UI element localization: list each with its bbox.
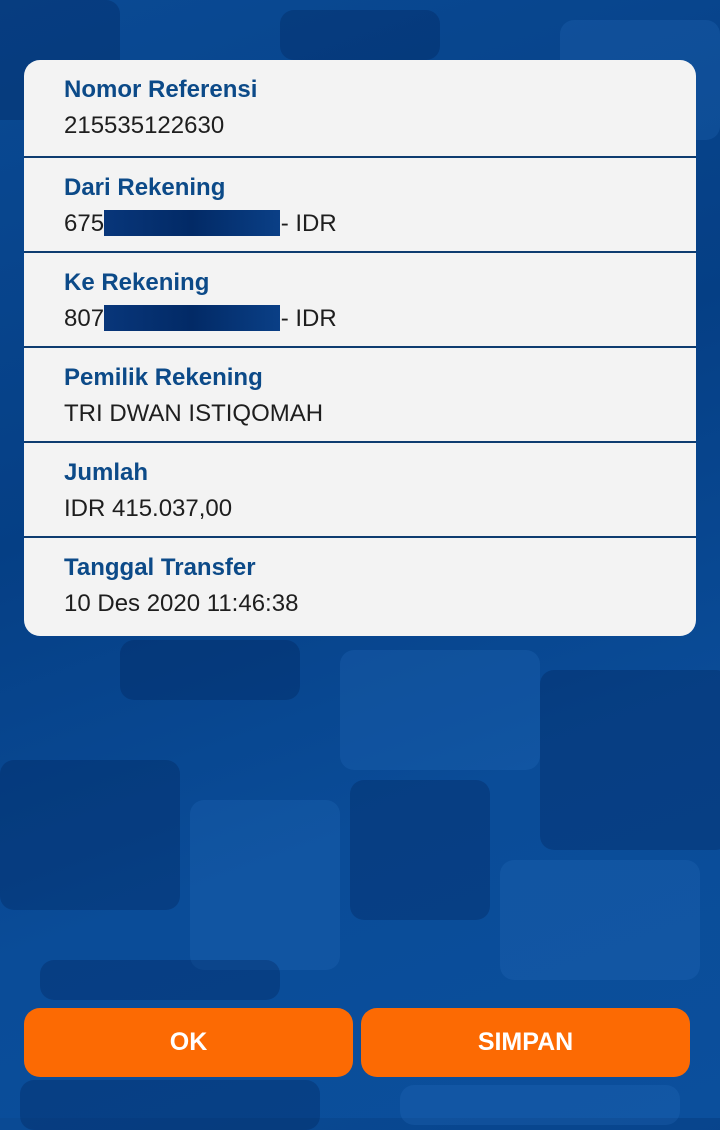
source-account-row: Dari Rekening 675 - IDR [24, 158, 696, 253]
field-label: Dari Rekening [64, 174, 226, 201]
field-label: Jumlah [64, 459, 149, 486]
ok-button[interactable]: OK [24, 1008, 353, 1077]
account-currency: - IDR [274, 305, 337, 332]
field-value: 215535122630 [64, 112, 225, 139]
field-label: Nomor Referensi [64, 76, 258, 103]
field-value: 807 - IDR [64, 305, 337, 333]
destination-account-row: Ke Rekening 807 - IDR [24, 253, 696, 348]
amount-row: Jumlah IDR 415.037,00 [24, 443, 696, 538]
account-owner-row: Pemilik Rekening TRI DWAN ISTIQOMAH [24, 348, 696, 443]
field-label: Tanggal Transfer [64, 554, 256, 581]
field-label: Ke Rekening [64, 269, 210, 296]
transfer-date-row: Tanggal Transfer 10 Des 2020 11:46:38 [24, 538, 696, 636]
field-value: TRI DWAN ISTIQOMAH [64, 400, 324, 427]
redaction-mask [104, 305, 281, 331]
field-value: 10 Des 2020 11:46:38 [64, 590, 299, 617]
save-button[interactable]: SIMPAN [361, 1008, 690, 1077]
account-prefix: 675 [64, 210, 105, 237]
transfer-receipt-card: Nomor Referensi 215535122630 Dari Rekeni… [24, 60, 696, 636]
reference-number-row: Nomor Referensi 215535122630 [24, 60, 696, 158]
redaction-mask [104, 210, 281, 236]
field-value: 675 - IDR [64, 210, 337, 238]
account-currency: - IDR [274, 210, 337, 237]
field-label: Pemilik Rekening [64, 364, 263, 391]
account-prefix: 807 [64, 305, 105, 332]
field-value: IDR 415.037,00 [64, 495, 233, 522]
